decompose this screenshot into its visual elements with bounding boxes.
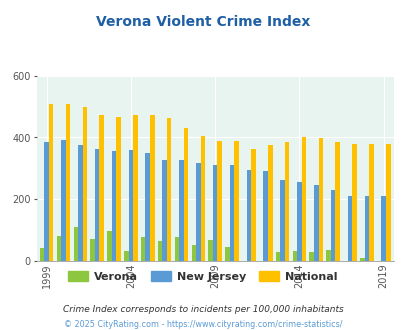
Bar <box>73 227 78 261</box>
Bar <box>95 149 99 261</box>
Bar <box>174 237 179 261</box>
Bar <box>318 138 322 261</box>
Bar <box>111 151 116 261</box>
Bar <box>78 145 83 261</box>
Bar <box>284 143 289 261</box>
Bar <box>191 245 196 261</box>
Bar <box>263 171 267 261</box>
Bar <box>364 196 368 261</box>
Bar <box>150 115 154 261</box>
Bar <box>183 128 188 261</box>
Bar <box>133 115 137 261</box>
Bar <box>309 252 313 261</box>
Bar <box>145 153 150 261</box>
Bar <box>124 251 128 261</box>
Text: © 2025 CityRating.com - https://www.cityrating.com/crime-statistics/: © 2025 CityRating.com - https://www.city… <box>64 319 341 329</box>
Legend: Verona, New Jersey, National: Verona, New Jersey, National <box>64 267 341 286</box>
Text: Verona Violent Crime Index: Verona Violent Crime Index <box>96 15 309 29</box>
Bar <box>44 142 49 261</box>
Bar <box>229 165 234 261</box>
Bar <box>166 118 171 261</box>
Bar <box>99 115 104 261</box>
Bar <box>359 258 364 261</box>
Bar <box>251 149 255 261</box>
Bar <box>335 142 339 261</box>
Bar <box>385 144 390 261</box>
Bar <box>116 117 121 261</box>
Bar <box>296 182 301 261</box>
Bar <box>200 136 205 261</box>
Bar <box>179 160 183 261</box>
Bar <box>330 190 335 261</box>
Bar <box>313 185 318 261</box>
Bar <box>279 180 284 261</box>
Bar <box>234 141 238 261</box>
Bar <box>66 104 70 261</box>
Bar <box>352 144 356 261</box>
Bar <box>326 250 330 261</box>
Bar <box>162 160 166 261</box>
Text: Crime Index corresponds to incidents per 100,000 inhabitants: Crime Index corresponds to incidents per… <box>62 305 343 314</box>
Bar <box>107 231 111 261</box>
Bar <box>217 141 222 261</box>
Bar <box>208 240 212 261</box>
Bar <box>49 104 53 261</box>
Bar <box>90 239 95 261</box>
Bar <box>83 107 87 261</box>
Bar <box>225 247 229 261</box>
Bar <box>267 145 272 261</box>
Bar <box>40 248 44 261</box>
Bar <box>347 196 352 261</box>
Bar <box>61 140 66 261</box>
Bar <box>246 170 251 261</box>
Bar <box>57 236 61 261</box>
Bar <box>380 196 385 261</box>
Bar <box>212 165 217 261</box>
Bar <box>275 252 279 261</box>
Bar <box>301 138 305 261</box>
Bar <box>141 237 145 261</box>
Bar <box>158 241 162 261</box>
Bar <box>368 144 373 261</box>
Bar <box>196 163 200 261</box>
Bar <box>292 251 296 261</box>
Bar <box>128 150 133 261</box>
